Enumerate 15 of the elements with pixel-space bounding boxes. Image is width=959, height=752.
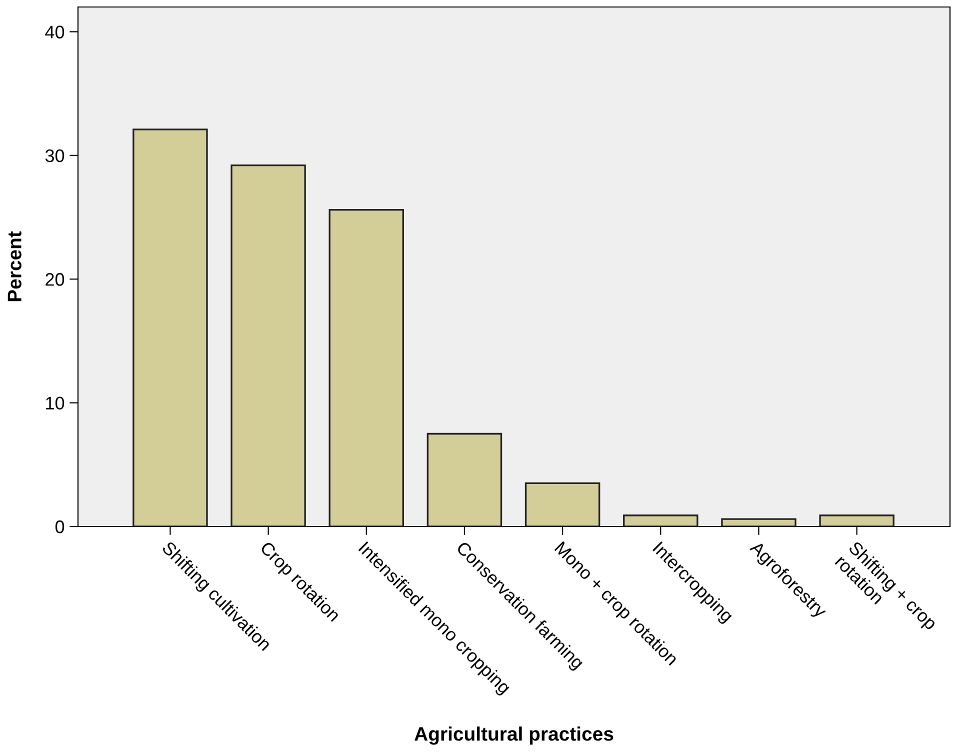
y-tick-label: 40	[45, 26, 64, 38]
bar	[623, 514, 698, 526]
y-tick-label: 20	[46, 273, 64, 286]
y-axis-title: Percent	[8, 231, 22, 302]
bar	[721, 518, 796, 526]
bar	[819, 514, 894, 526]
bar	[132, 128, 208, 526]
x-axis-title: Agricultural practices	[414, 726, 614, 745]
y-tick-label: 10	[46, 396, 64, 410]
bar	[426, 432, 502, 526]
bar	[524, 482, 600, 526]
bar	[230, 164, 306, 526]
y-tick-label: 0	[55, 520, 64, 534]
y-tick-label: 30	[45, 149, 64, 162]
bar	[328, 209, 404, 526]
